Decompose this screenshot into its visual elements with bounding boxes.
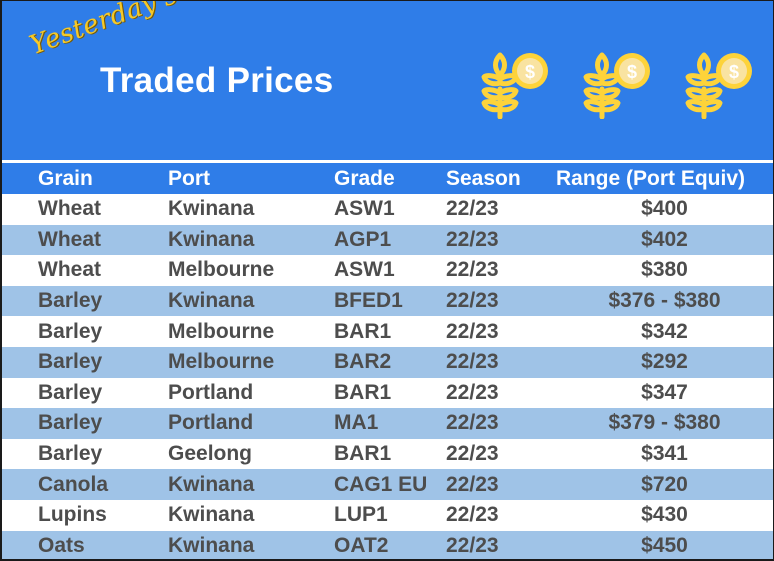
table-row: Wheat Kwinana AGP1 22/23 $402 [2, 224, 773, 256]
cell-port: Melbourne [168, 319, 275, 343]
cell-port: Kwinana [168, 533, 255, 557]
svg-text:$: $ [525, 62, 535, 82]
cell-range: $342 [641, 319, 688, 343]
cell-port: Portland [168, 411, 254, 435]
cell-grade: BFED1 [334, 289, 403, 313]
wheat-coin-icon: $ [684, 49, 758, 119]
cell-range: $376 - $380 [608, 289, 721, 313]
cell-season: 22/23 [446, 350, 499, 374]
cell-grade: BAR2 [334, 350, 392, 374]
cell-grain: Wheat [38, 258, 101, 282]
cell-grade: AGP1 [334, 227, 392, 251]
cell-season: 22/23 [446, 411, 499, 435]
cell-season: 22/23 [446, 227, 499, 251]
cell-grade: ASW1 [334, 258, 395, 282]
cell-season: 22/23 [446, 533, 499, 557]
cell-grain: Barley [38, 289, 103, 313]
cell-grade: MA1 [334, 411, 379, 435]
cell-grain: Wheat [38, 227, 101, 251]
cell-port: Portland [168, 380, 254, 404]
cell-range: $379 - $380 [608, 411, 721, 435]
cell-grade: CAG1 EU [334, 472, 428, 496]
cell-grain: Lupins [38, 503, 107, 527]
table-row: Barley Portland MA1 22/23 $379 - $380 [2, 408, 773, 439]
cell-season: 22/23 [446, 380, 499, 404]
cell-range: $341 [641, 442, 688, 466]
cell-range: $380 [641, 258, 688, 282]
table-row: Barley Melbourne BAR1 22/23 $342 [2, 316, 773, 347]
svg-text:$: $ [627, 62, 637, 82]
header-grade: Grade [334, 166, 395, 190]
cell-grain: Canola [38, 472, 109, 496]
cell-port: Geelong [168, 442, 253, 466]
cell-range: $430 [641, 503, 688, 527]
table-row: Barley Portland BAR1 22/23 $347 [2, 377, 773, 409]
header-range: Range (Port Equiv) [556, 166, 746, 190]
header-grain: Grain [38, 166, 93, 190]
icon-group: $ $ [480, 49, 758, 119]
cell-grain: Wheat [38, 197, 101, 221]
cell-grain: Barley [38, 350, 103, 374]
cell-season: 22/23 [446, 319, 499, 343]
prices-table: Grain Port Grade Season Range (Port Equi… [2, 163, 773, 559]
cell-season: 22/23 [446, 289, 499, 313]
banner-script-title: Yesterday's [25, 0, 182, 61]
cell-range: $347 [641, 380, 688, 404]
cell-port: Kwinana [168, 503, 255, 527]
banner-title: Traded Prices [100, 61, 334, 100]
cell-range: $450 [641, 533, 688, 557]
cell-season: 22/23 [446, 197, 499, 221]
cell-season: 22/23 [446, 503, 499, 527]
table-row: Wheat Melbourne ASW1 22/23 $380 [2, 255, 773, 286]
cell-range: $400 [641, 197, 688, 221]
table-row: Lupins Kwinana LUP1 22/23 $430 [2, 499, 773, 531]
cell-grain: Barley [38, 380, 103, 404]
header-season: Season [446, 166, 521, 190]
cell-grade: OAT2 [334, 533, 389, 557]
title-banner: Yesterday's Traded Prices [2, 1, 773, 161]
cell-grain: Barley [38, 411, 103, 435]
cell-season: 22/23 [446, 442, 499, 466]
cell-season: 22/23 [446, 258, 499, 282]
cell-range: $292 [641, 350, 688, 374]
cell-port: Kwinana [168, 289, 255, 313]
cell-grain: Barley [38, 319, 103, 343]
cell-port: Kwinana [168, 197, 255, 221]
table-header-row: Grain Port Grade Season Range (Port Equi… [2, 163, 773, 194]
table-row: Canola Kwinana CAG1 EU 22/23 $720 [2, 469, 773, 500]
cell-grade: BAR1 [334, 442, 392, 466]
header-port: Port [168, 166, 210, 190]
banner-divider [2, 160, 773, 162]
table-row: Oats Kwinana OAT2 22/23 $450 [2, 530, 773, 559]
cell-grain: Oats [38, 533, 85, 557]
table-row: Barley Melbourne BAR2 22/23 $292 [2, 346, 773, 378]
wheat-coin-icon: $ [480, 49, 554, 119]
cell-port: Melbourne [168, 258, 275, 282]
table-row: Wheat Kwinana ASW1 22/23 $400 [2, 194, 773, 225]
cell-season: 22/23 [446, 472, 499, 496]
svg-text:$: $ [729, 62, 739, 82]
cell-grade: BAR1 [334, 380, 392, 404]
cell-range: $720 [641, 472, 688, 496]
table-row: Barley Kwinana BFED1 22/23 $376 - $380 [2, 285, 773, 317]
table-row: Barley Geelong BAR1 22/23 $341 [2, 438, 773, 470]
cell-grain: Barley [38, 442, 103, 466]
cell-grade: LUP1 [334, 503, 388, 527]
cell-port: Kwinana [168, 472, 255, 496]
wheat-coin-icon: $ [582, 49, 656, 119]
cell-port: Melbourne [168, 350, 275, 374]
cell-grade: BAR1 [334, 319, 392, 343]
cell-port: Kwinana [168, 227, 255, 251]
cell-grade: ASW1 [334, 197, 395, 221]
cell-range: $402 [641, 227, 688, 251]
